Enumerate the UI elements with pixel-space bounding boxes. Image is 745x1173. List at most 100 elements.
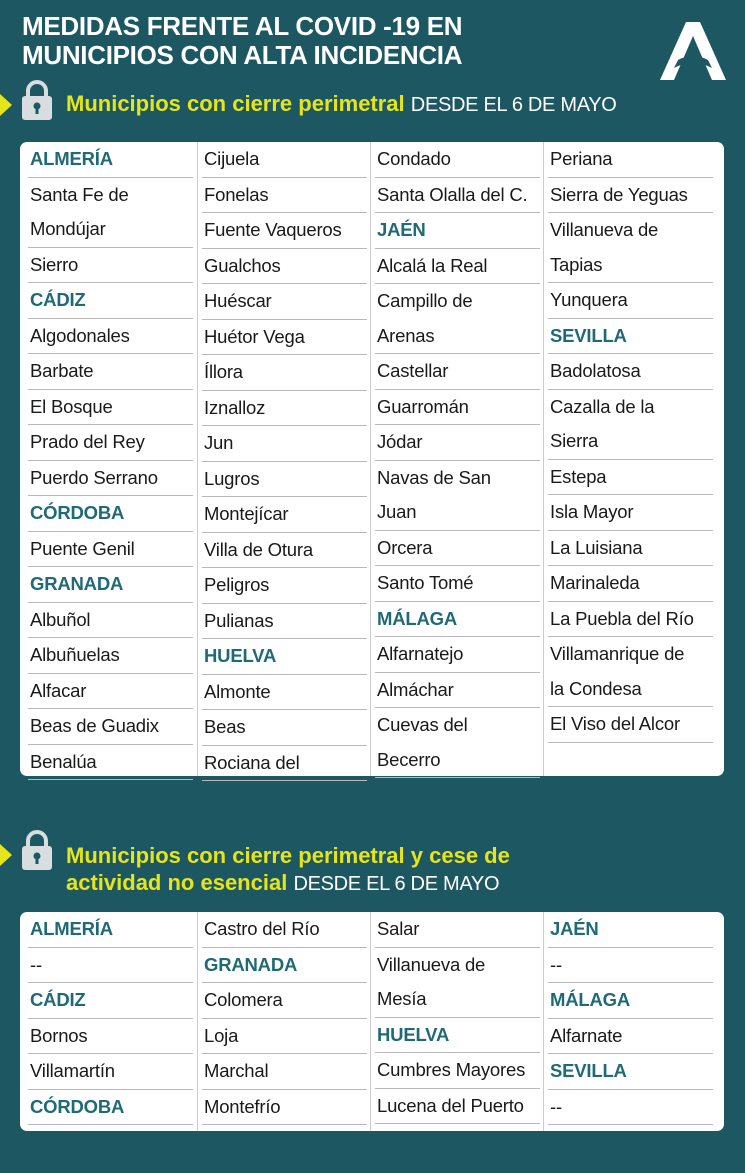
municipality-name: Barbate (30, 360, 94, 381)
municipality-name: Condado (377, 148, 451, 169)
municipality-name: Albuñol (30, 608, 91, 630)
municipality-item: Alfarnatejo (375, 637, 540, 673)
lock-icon (22, 830, 52, 870)
municipality-item: Santa Olalla del C. (375, 178, 540, 213)
municipality-name: Castro del Río (204, 918, 320, 939)
municipality-name: Periana (550, 148, 613, 169)
province-name: HUELVA (204, 645, 277, 666)
municipality-item: Navas de San Juan (375, 461, 540, 531)
municipality-item: Albuñuelas (28, 638, 193, 674)
municipality-item: Condado (375, 142, 540, 178)
municipality-name: Salar (377, 918, 420, 939)
municipality-item: Alfarnate (548, 1019, 713, 1054)
province-name: CÓRDOBA (30, 502, 125, 523)
municipality-item: Castro del Río (202, 912, 367, 948)
province-name: CÁDIZ (30, 989, 86, 1010)
municipality-name: Isla Mayor (550, 501, 634, 522)
province-heading: MÁLAGA (375, 602, 540, 637)
municipality-name: Villanueva de (550, 219, 659, 240)
province-heading: SEVILLA (548, 319, 713, 354)
province-name: ALMERÍA (30, 918, 113, 939)
municipality-item: Huétor Vega (202, 320, 367, 355)
municipality-name: Cazalla de la (550, 395, 655, 417)
municipality-name: Sierra (550, 430, 599, 451)
lock-icon (22, 80, 52, 120)
municipality-item: -- (548, 1090, 713, 1125)
municipality-name: Guarromán (377, 395, 469, 417)
municipality-item: Estepa (548, 460, 713, 495)
municipality-item: Loja (202, 1019, 367, 1054)
municipality-name: Santo Tomé (377, 572, 474, 593)
municipality-name: -- (30, 953, 42, 975)
municipality-item: Sierro (28, 248, 193, 283)
municipality-name: Estepa (550, 465, 607, 487)
column-4: JAÉN -- MÁLAGA Alfarnate SEVILLA -- (543, 912, 713, 1131)
municipality-item: Santa Fe de Mondújar (28, 178, 193, 248)
municipality-name: Lugros (204, 467, 260, 489)
municipality-name: La Puebla del Río (550, 607, 694, 629)
province-name: ALMERÍA (30, 148, 113, 169)
column-2: Castro del Río GRANADA Colomera Loja Marchal… (197, 912, 367, 1131)
municipality-name: Iznalloz (204, 396, 266, 418)
municipality-name: Fonelas (204, 183, 269, 205)
municipality-item: El Bosque (28, 390, 193, 425)
column-1: ALMERÍA -- CÁDIZ Bornos Villamartín CÓRDOBA (28, 912, 193, 1131)
municipality-item: Badolatosa (548, 354, 713, 390)
municipality-name: Marinaleda (550, 572, 640, 593)
municipality-item: Albuñol (28, 603, 193, 638)
municipality-name: Santa Fe de (30, 183, 129, 205)
section-title-line-2: actividad no esencial (66, 870, 288, 895)
municipality-name: Puente Genil (30, 537, 135, 559)
municipality-name: Montefrío (204, 1095, 281, 1117)
province-heading: GRANADA (28, 567, 193, 603)
municipality-name: Prado del Rey (30, 431, 145, 452)
municipality-name: Alfarnate (550, 1024, 623, 1046)
province-name: CÁDIZ (30, 289, 86, 310)
municipality-name: Algodonales (30, 324, 130, 346)
province-heading: CÁDIZ (28, 983, 193, 1019)
municipality-name: Huéscar (204, 290, 272, 311)
municipality-item: Marinaleda (548, 566, 713, 602)
column-2: Cijuela Fonelas Fuente Vaqueros Gualchos Hué… (197, 142, 367, 781)
municipality-item: El Viso del Alcor (548, 707, 713, 743)
section-title-line-1: Municipios con cierre perimetral y cese … (66, 843, 510, 868)
municipality-item: Salar (375, 912, 540, 948)
municipality-name: Peligros (204, 574, 270, 595)
section-date: DESDE EL 6 DE MAYO (410, 94, 617, 116)
municipality-name: Cumbres Mayores (377, 1059, 526, 1080)
arrow-marker-icon (0, 844, 12, 866)
municipality-item: Fonelas (202, 178, 367, 213)
title-line-2: MUNICIPIOS CON ALTA INCIDENCIA (22, 40, 463, 70)
municipality-item: La Luisiana (548, 531, 713, 566)
column-4: Periana Sierra de Yeguas Villanueva de Tapi… (543, 142, 713, 776)
municipality-item: Pulianas (202, 604, 367, 639)
arrow-marker-icon (0, 94, 12, 116)
municipality-item: Cijuela (202, 142, 367, 178)
municipality-name: Villanueva de (377, 953, 486, 975)
municipality-name: Albuñuelas (30, 644, 120, 665)
municipality-item: Villanueva de Tapias (548, 213, 713, 283)
province-name: SEVILLA (550, 1060, 627, 1081)
province-heading: HUELVA (375, 1018, 540, 1053)
province-heading: CÓRDOBA (28, 1090, 193, 1125)
municipality-name: Beas (204, 716, 246, 737)
municipality-name: Orcera (377, 536, 433, 558)
municipality-name: Castellar (377, 360, 449, 381)
junta-andalucia-logo (660, 22, 726, 80)
municipality-name: Colomera (204, 989, 283, 1010)
municipality-name: Jódar (377, 431, 423, 452)
municipality-item: Marchal (202, 1054, 367, 1090)
municipios-table-1: ALMERÍA Santa Fe de Mondújar Sierro CÁDIZ Alg… (20, 142, 724, 781)
municipality-item: Alfacar (28, 674, 193, 709)
municipality-name: Mesía (377, 988, 427, 1009)
province-name: JAÉN (377, 219, 426, 240)
municipality-item: Iznalloz (202, 391, 367, 426)
municipality-name: La Luisiana (550, 536, 643, 558)
province-name: JAÉN (550, 918, 599, 939)
municipality-item: Guarromán (375, 390, 540, 425)
municipality-item: Bornos (28, 1019, 193, 1054)
municipality-item: Cuevas del Becerro (375, 708, 540, 778)
municipality-name: Bornos (30, 1024, 88, 1046)
section-heading: Municipios con cierre perimetral DESDE E… (66, 90, 617, 119)
municipality-item: Orcera (375, 531, 540, 566)
